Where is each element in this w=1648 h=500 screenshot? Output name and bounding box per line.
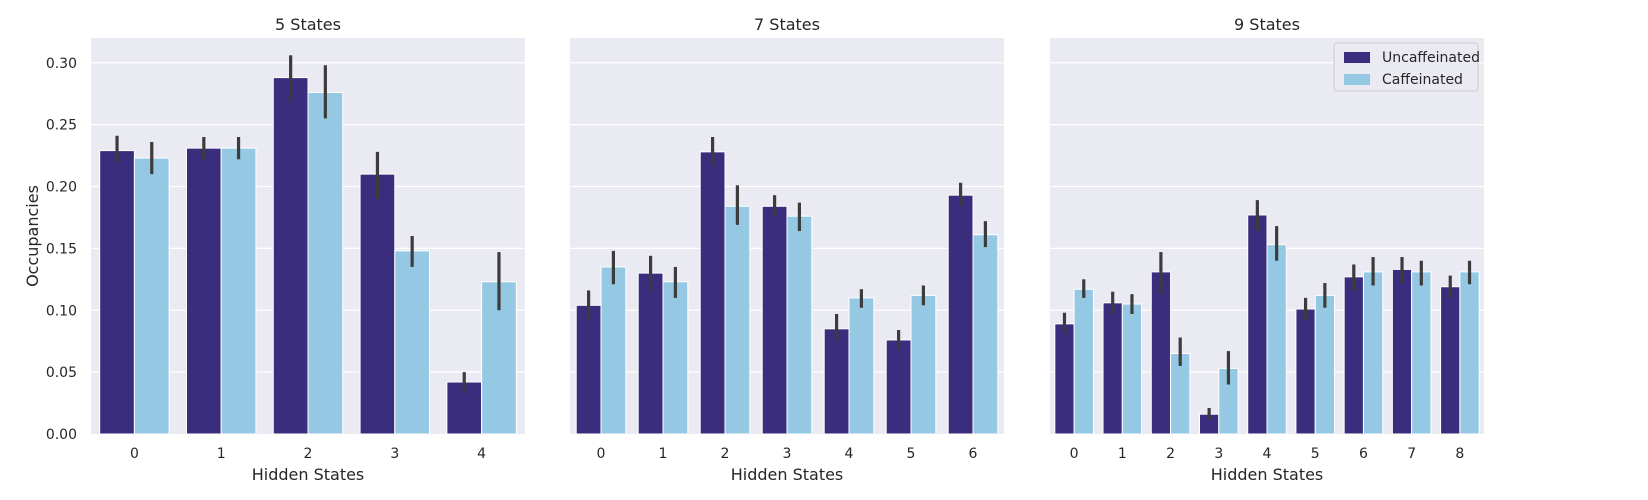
bar-caffeinated-1 — [662, 281, 689, 435]
bar-uncaffeinated-8 — [1440, 286, 1461, 435]
bar-uncaffeinated-1 — [185, 147, 222, 435]
bar-caffeinated-2 — [307, 91, 344, 435]
bar-caffeinated-4 — [1266, 244, 1287, 435]
bar-uncaffeinated-5 — [1295, 308, 1316, 435]
bar-uncaffeinated-0 — [575, 304, 602, 435]
x-axis-label: Hidden States — [1211, 465, 1324, 484]
legend: Uncaffeinated Caffeinated — [1333, 42, 1480, 92]
bar-caffeinated-7 — [1411, 271, 1432, 435]
bar-caffeinated-1 — [1121, 303, 1143, 435]
bar-uncaffeinated-2 — [699, 151, 726, 435]
y-axis-label: Occupancies — [23, 185, 42, 287]
bar-uncaffeinated-3 — [761, 205, 788, 435]
panel-title: 7 States — [754, 15, 820, 34]
bar-caffeinated-3 — [786, 215, 813, 435]
bar-uncaffeinated-6 — [947, 194, 974, 435]
y-tick-label: 0.15 — [46, 241, 77, 257]
bar-caffeinated-0 — [133, 157, 170, 435]
legend-label: Uncaffeinated — [1382, 50, 1480, 66]
panel-2: 9 States Hidden States 0 1 2 3 4 5 6 7 8 — [1050, 15, 1484, 484]
y-tick-label: 0.10 — [46, 303, 77, 319]
bar-uncaffeinated-2 — [272, 77, 309, 435]
bar-uncaffeinated-3 — [359, 173, 396, 435]
x-tick-label: 3 — [1214, 446, 1223, 462]
x-tick-label: 2 — [304, 446, 313, 462]
y-tick-label: 0.30 — [46, 56, 77, 72]
panel-title: 5 States — [275, 15, 341, 34]
x-tick-label: 8 — [1455, 446, 1464, 462]
x-tick-label: 4 — [1263, 446, 1272, 462]
x-axis-label: Hidden States — [252, 465, 365, 484]
legend-swatch-caffeinated — [1344, 74, 1370, 85]
legend-label: Caffeinated — [1382, 72, 1463, 88]
legend-swatch-uncaffeinated — [1344, 52, 1370, 63]
bar-uncaffeinated-4 — [823, 328, 850, 435]
x-tick-label: 6 — [1359, 446, 1368, 462]
x-tick-label: 0 — [130, 446, 139, 462]
bar-caffeinated-0 — [1073, 288, 1094, 435]
x-tick-label: 4 — [477, 446, 486, 462]
bar-uncaffeinated-6 — [1343, 276, 1364, 435]
x-tick-label: 3 — [390, 446, 399, 462]
x-tick-label: 7 — [1407, 446, 1416, 462]
bar-caffeinated-6 — [1362, 271, 1384, 435]
bar-uncaffeinated-1 — [1102, 302, 1123, 435]
y-tick-label: 0.25 — [46, 118, 77, 134]
bar-caffeinated-1 — [220, 147, 257, 435]
bar-caffeinated-5 — [1314, 294, 1336, 435]
bar-uncaffeinated-1 — [637, 272, 664, 435]
x-tick-label: 5 — [907, 446, 916, 462]
x-tick-label: 5 — [1311, 446, 1320, 462]
bar-caffeinated-8 — [1459, 271, 1480, 435]
panel-0: 5 States Hidden States 0.00 0.05 0.10 0.15 0.2… — [46, 15, 525, 484]
panel-1: 7 States Hidden States 0 1 2 3 4 5 6 — [570, 15, 1004, 484]
x-tick-label: 2 — [1166, 446, 1175, 462]
bar-caffeinated-4 — [848, 297, 875, 435]
y-tick-label: 0.20 — [46, 180, 77, 196]
x-tick-label: 3 — [783, 446, 792, 462]
x-tick-label: 0 — [597, 446, 606, 462]
x-tick-label: 1 — [1118, 446, 1127, 462]
bar-caffeinated-2 — [724, 205, 751, 435]
x-axis-label: Hidden States — [731, 465, 844, 484]
x-tick-label: 6 — [969, 446, 978, 462]
x-tick-label: 1 — [217, 446, 226, 462]
bar-caffeinated-3 — [394, 250, 431, 435]
bar-uncaffeinated-2 — [1150, 271, 1172, 435]
bar-uncaffeinated-0 — [99, 150, 135, 435]
bar-uncaffeinated-7 — [1391, 268, 1413, 435]
bar-caffeinated-5 — [910, 294, 937, 435]
bar-uncaffeinated-4 — [1247, 214, 1268, 435]
x-tick-label: 0 — [1070, 446, 1079, 462]
x-tick-label: 4 — [845, 446, 854, 462]
bar-caffeinated-0 — [600, 266, 627, 435]
y-tick-label: 0.05 — [46, 365, 77, 381]
x-tick-label: 1 — [659, 446, 668, 462]
y-tick-label: 0.00 — [46, 427, 77, 443]
bar-caffeinated-6 — [972, 234, 999, 435]
bar-uncaffeinated-5 — [885, 339, 912, 435]
panel-title: 9 States — [1234, 15, 1300, 34]
x-tick-label: 2 — [721, 446, 730, 462]
bar-uncaffeinated-0 — [1054, 323, 1075, 435]
